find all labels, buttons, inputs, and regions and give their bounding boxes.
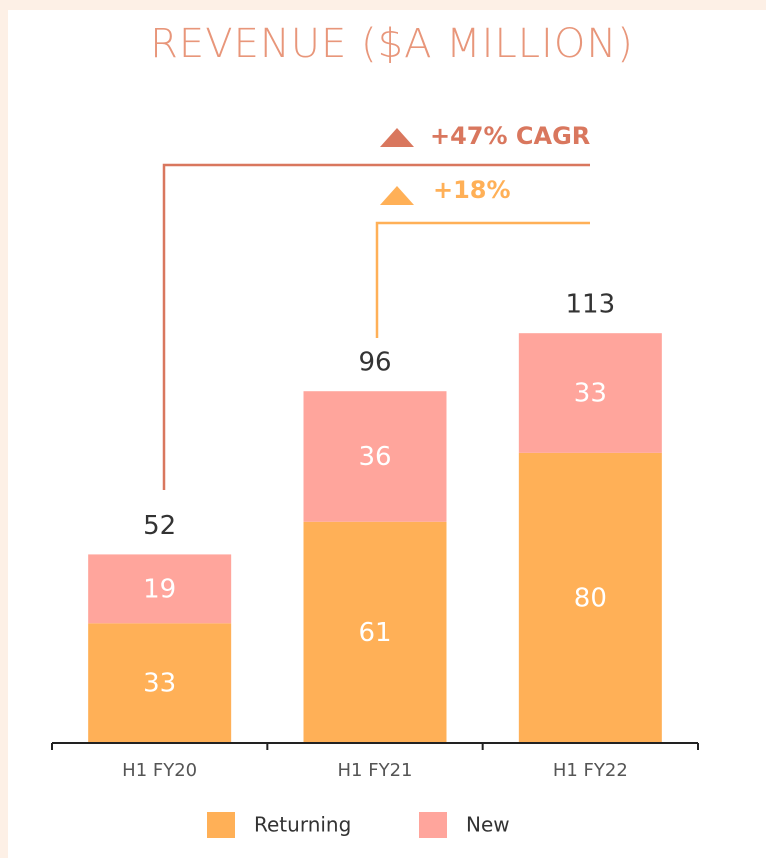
cagr-annotation: +47% CAGR (430, 122, 590, 150)
growth-triangle (380, 186, 414, 205)
bar-segment (88, 554, 232, 624)
total-label: 96 (358, 348, 391, 378)
value-label: 33 (574, 379, 607, 409)
bar-segment (303, 521, 447, 743)
value-label: 80 (574, 583, 607, 613)
x-tick-label: H1 FY20 (122, 760, 197, 781)
cagr-triangle (380, 128, 414, 147)
bar-segment (518, 452, 662, 743)
legend-label: Returning (254, 813, 351, 837)
bar-segment (303, 391, 447, 522)
cagr-bracket (162, 163, 590, 490)
total-label: 113 (566, 290, 616, 320)
x-tick-label: H1 FY22 (553, 760, 628, 781)
chart-title: REVENUE ($A MILLION) (150, 21, 634, 67)
value-label: 33 (143, 669, 176, 699)
left-strip (0, 0, 8, 858)
total-label: 52 (143, 511, 176, 541)
legend-label: New (466, 813, 510, 837)
value-label: 19 (143, 574, 176, 604)
x-tick-label: H1 FY21 (338, 760, 413, 781)
top-strip (0, 0, 766, 10)
growth-annotation: +18% (433, 176, 511, 204)
value-label: 61 (358, 618, 391, 648)
legend-swatch (419, 812, 447, 838)
bar-segment (88, 623, 232, 743)
value-label: 36 (358, 442, 391, 472)
growth-bracket (375, 221, 590, 338)
bar-segment (518, 333, 662, 453)
legend-swatch (207, 812, 235, 838)
